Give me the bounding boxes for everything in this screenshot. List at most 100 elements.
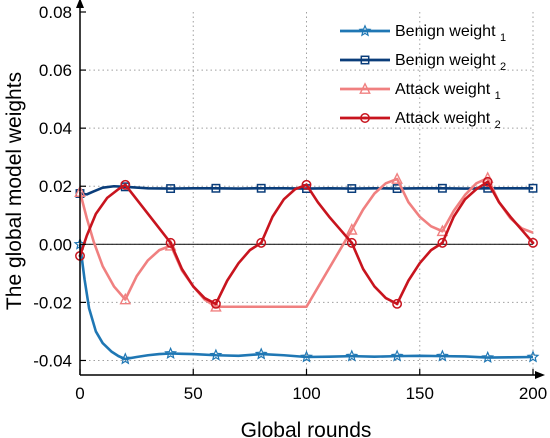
star-marker <box>254 347 268 360</box>
y-tick-label: 0.08 <box>39 3 72 22</box>
tick-label-layer: 0 50 100 150 200 -0.04 -0.02 0.00 0.02 0.04 0.06 0.… <box>33 3 547 403</box>
legend-label-text: Benign weight <box>395 52 500 69</box>
y-tick-label: 0.02 <box>39 177 72 196</box>
star-marker <box>300 350 313 363</box>
star-marker <box>526 350 540 363</box>
circle-marker-ring <box>256 237 267 248</box>
circle-marker <box>120 179 131 190</box>
circle-marker-ring <box>392 298 403 309</box>
x-tick-label: 200 <box>519 384 547 403</box>
circle-marker-dot <box>123 183 127 187</box>
y-axis-title: The global model weights <box>3 72 26 310</box>
circle-marker-ring <box>528 237 538 248</box>
legend-triangle-marker <box>359 82 371 94</box>
y-tick-label: -0.02 <box>33 293 72 312</box>
series-1 <box>73 237 540 365</box>
square-marker <box>211 183 221 193</box>
circle-marker <box>346 237 357 248</box>
circle-marker <box>165 237 176 248</box>
y-tick-label: 0.00 <box>39 235 72 254</box>
circle-marker-dot <box>441 241 444 245</box>
circle-marker-ring <box>482 176 493 187</box>
x-tick-label: 50 <box>184 384 203 403</box>
legend-item: Attack weight 1 <box>340 81 501 102</box>
circle-marker-ring <box>346 237 357 248</box>
legend-label-text: Benign weight <box>395 23 500 40</box>
x-axis-arrow-icon <box>535 371 545 379</box>
star-marker <box>390 349 404 362</box>
series-4 <box>75 176 538 309</box>
circle-marker <box>210 298 221 309</box>
circle-marker-dot <box>363 116 367 120</box>
legend-item: Benign weight 2 <box>340 52 506 73</box>
legend-circle-marker <box>360 113 370 123</box>
circle-marker-dot <box>214 302 218 306</box>
triangle-marker <box>210 299 222 312</box>
circle-marker-dot <box>169 241 173 245</box>
axes-layer <box>76 0 545 379</box>
legend-label: Benign weight 1 <box>395 23 506 44</box>
legend-square-marker <box>360 55 370 65</box>
legend-label: Attack weight 1 <box>395 81 501 102</box>
circle-marker-ring <box>301 179 312 190</box>
square-marker <box>166 184 176 194</box>
series-2 <box>75 182 538 198</box>
circle-marker-dot <box>350 241 354 245</box>
x-tick-label: 150 <box>406 384 434 403</box>
star-marker <box>209 348 223 361</box>
legend-star-marker <box>358 24 372 37</box>
legend-label-subscript: 2 <box>500 61 506 73</box>
circle-marker-ring <box>437 237 448 248</box>
circle-marker-dot <box>531 241 535 245</box>
series-line <box>78 180 534 306</box>
circle-marker-dot <box>395 302 399 306</box>
circle-marker <box>392 298 403 309</box>
circle-marker-ring <box>165 237 176 248</box>
legend-label-subscript: 2 <box>495 119 501 131</box>
legend-label-subscript: 1 <box>495 90 501 102</box>
series-line <box>78 244 534 361</box>
triangle-marker <box>436 224 449 237</box>
circle-marker <box>301 179 312 190</box>
y-tick-label: -0.04 <box>33 351 72 370</box>
legend-label-text: Attack weight <box>395 110 495 127</box>
legend-item: Attack weight 2 <box>340 110 501 131</box>
circle-marker <box>437 237 448 248</box>
series-layer <box>73 171 540 365</box>
y-tick-label: 0.04 <box>39 119 72 138</box>
star-marker <box>345 349 359 362</box>
circle-marker-dot <box>305 183 308 187</box>
y-axis-arrow-icon <box>76 0 84 8</box>
circle-marker-ring <box>120 179 131 190</box>
legend-label-subscript: 1 <box>500 32 506 44</box>
square-marker <box>347 184 357 194</box>
square-marker <box>528 183 538 193</box>
circle-marker-ring <box>360 113 370 123</box>
legend-label-text: Attack weight <box>395 81 495 98</box>
legend-item: Benign weight 1 <box>340 23 506 44</box>
star-marker <box>481 350 495 364</box>
circle-marker <box>256 237 267 248</box>
triangle-marker <box>391 172 403 184</box>
triangle-marker <box>345 223 358 235</box>
star-marker <box>118 352 132 365</box>
legend-label: Attack weight 2 <box>395 110 501 131</box>
star-marker <box>164 346 178 359</box>
square-marker <box>437 183 447 193</box>
circle-marker-dot <box>259 241 263 245</box>
x-tick-label: 100 <box>292 384 320 403</box>
series-3 <box>74 171 534 312</box>
circle-marker <box>528 237 538 248</box>
y-tick-label: 0.06 <box>39 61 72 80</box>
series-line <box>78 176 534 309</box>
star-marker <box>435 349 449 362</box>
triangle-marker <box>119 292 132 305</box>
x-tick-label: 0 <box>75 384 84 403</box>
circle-marker <box>482 176 493 187</box>
circle-marker-dot <box>486 180 490 184</box>
square-marker <box>256 183 266 193</box>
circle-marker-ring <box>210 298 221 309</box>
legend-label: Benign weight 2 <box>395 52 506 73</box>
